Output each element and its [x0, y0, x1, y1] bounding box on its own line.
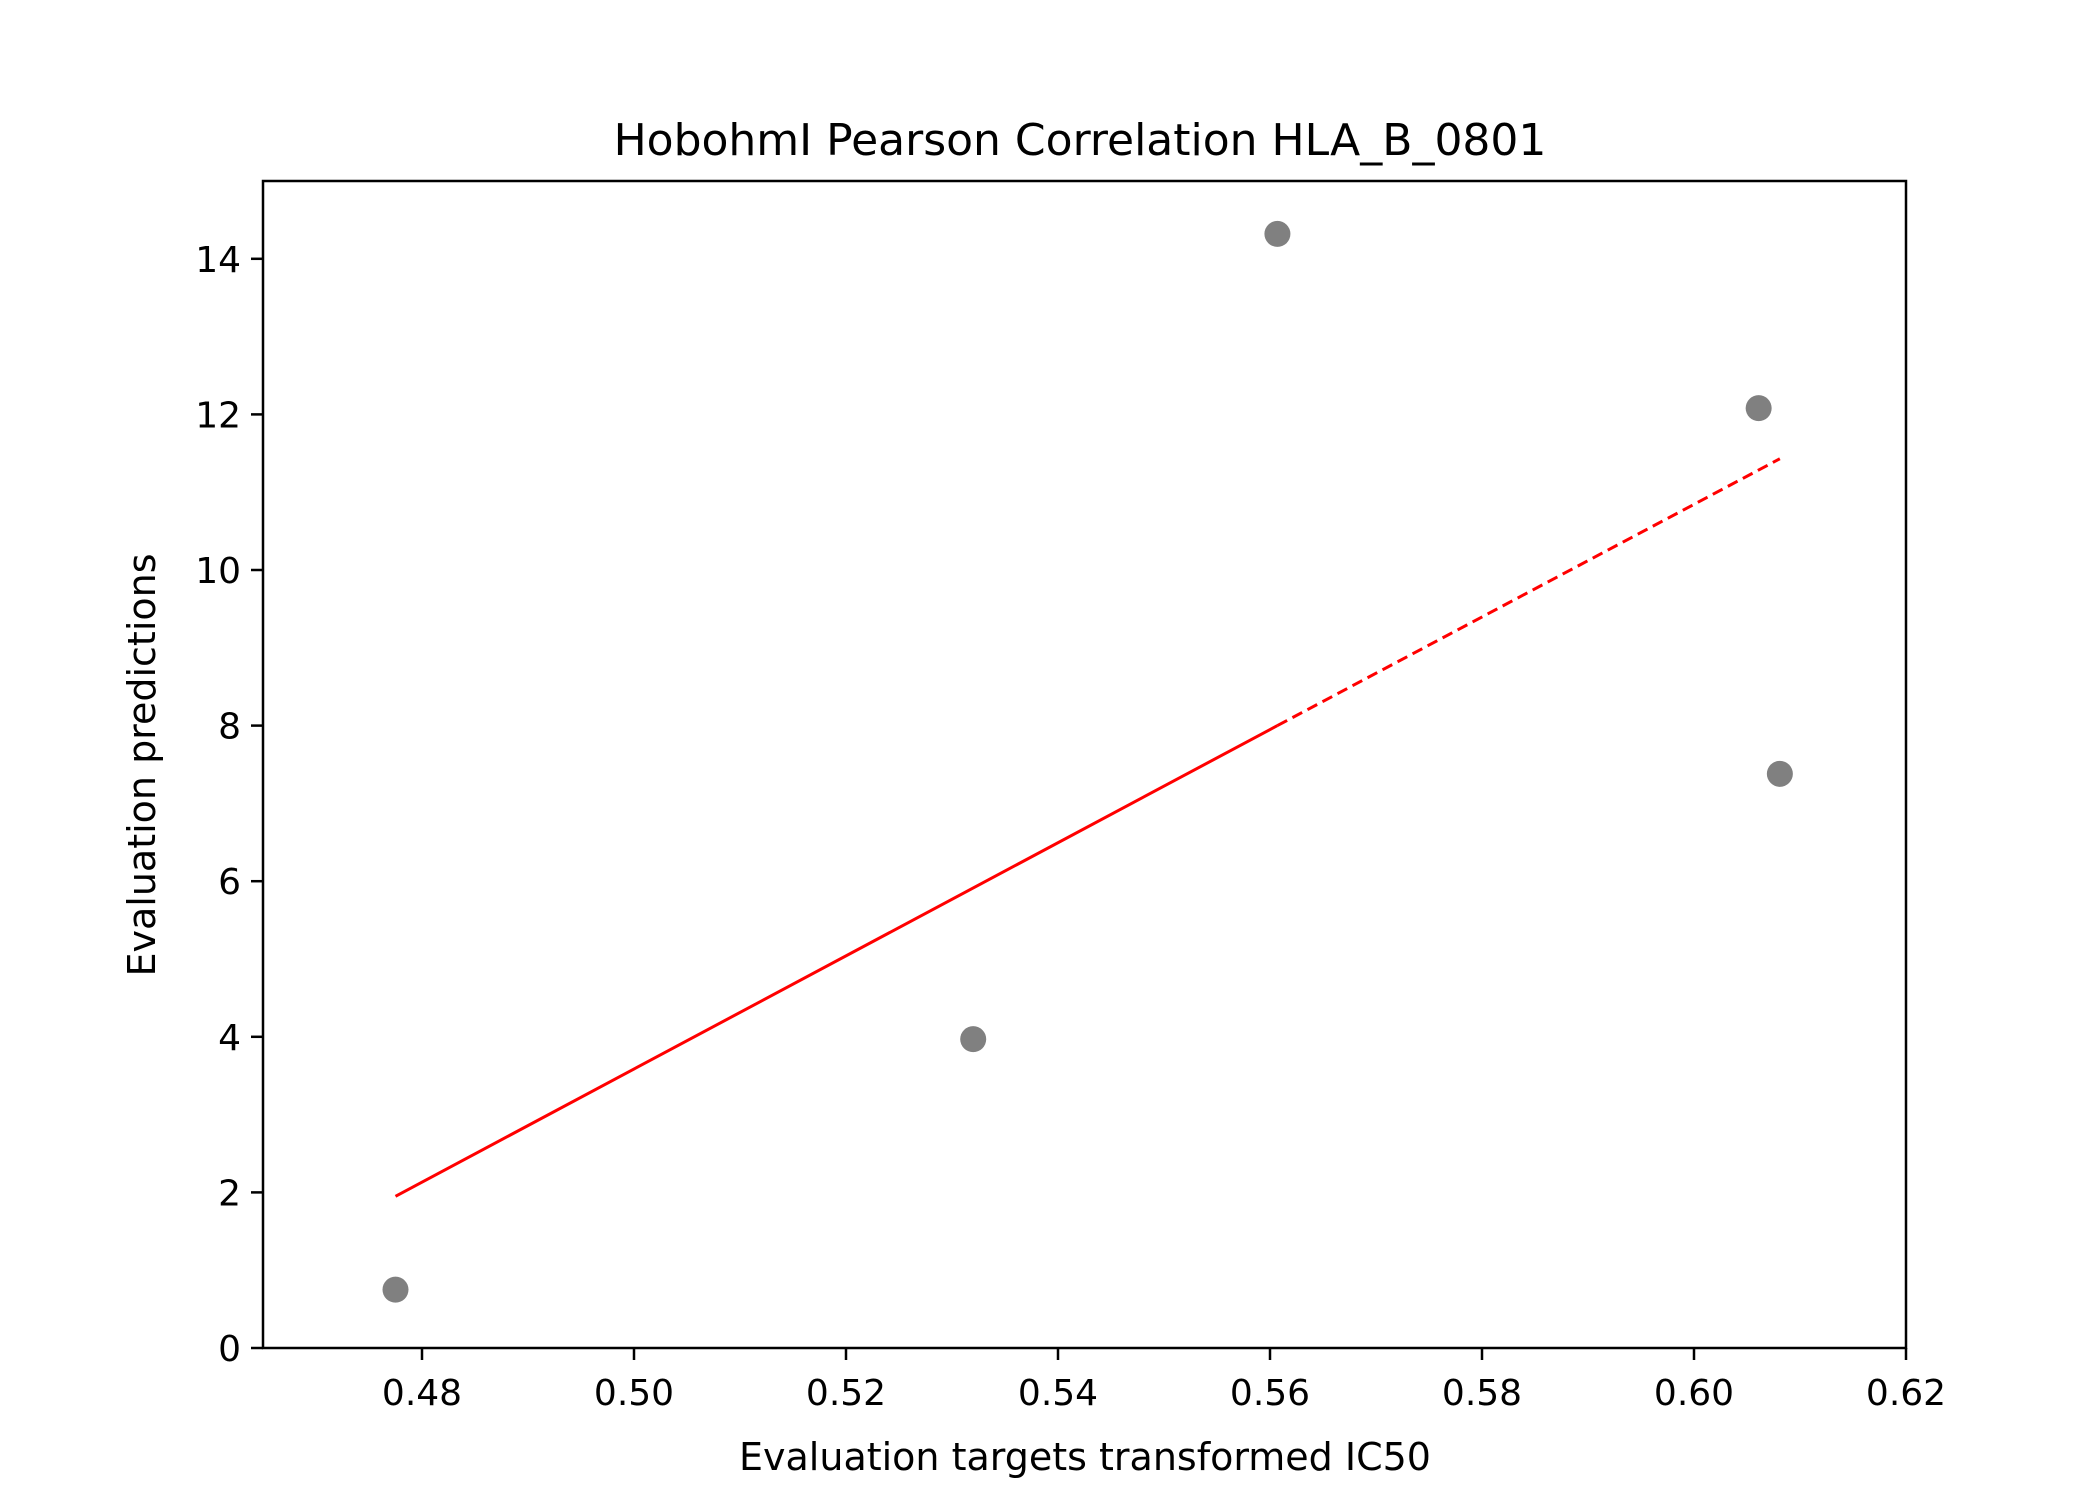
data-point	[1766, 760, 1793, 787]
x-tick-label: 0.56	[1230, 1373, 1310, 1414]
y-tick-label: 12	[195, 395, 241, 436]
y-tick-label: 8	[218, 707, 241, 748]
plot-area	[382, 220, 1793, 1303]
y-tick-label: 6	[218, 862, 241, 903]
y-tick-label: 2	[218, 1173, 241, 1214]
data-point	[1264, 220, 1291, 247]
x-tick-label: 0.58	[1442, 1373, 1522, 1414]
x-axis-label: Evaluation targets transformed IC50	[739, 1435, 1431, 1479]
x-tick-label: 0.52	[806, 1373, 886, 1414]
fit-line-dashed	[1276, 457, 1781, 727]
y-tick-label: 14	[195, 240, 241, 281]
chart-title: HobohmI Pearson Correlation HLA_B_0801	[614, 115, 1547, 166]
x-axis-ticks: 0.48 0.50 0.52 0.54 0.56 0.58 0.60 0.62	[382, 1348, 1946, 1414]
data-point	[1745, 395, 1772, 422]
y-tick-label: 10	[195, 551, 241, 592]
y-axis-label: Evaluation predictions	[120, 553, 164, 976]
x-tick-label: 0.54	[1018, 1373, 1098, 1414]
x-tick-label: 0.50	[594, 1373, 674, 1414]
x-tick-label: 0.48	[382, 1373, 462, 1414]
y-axis-ticks: 0 2 4 6 8 10 12 14	[195, 240, 263, 1370]
x-tick-label: 0.60	[1654, 1373, 1734, 1414]
plot-frame	[261, 179, 1908, 1350]
x-tick-label: 0.62	[1866, 1373, 1946, 1414]
data-point	[960, 1026, 987, 1053]
fit-line-solid	[394, 724, 1279, 1198]
y-tick-label: 0	[218, 1329, 241, 1370]
y-tick-label: 4	[218, 1018, 241, 1059]
data-point	[382, 1276, 409, 1303]
